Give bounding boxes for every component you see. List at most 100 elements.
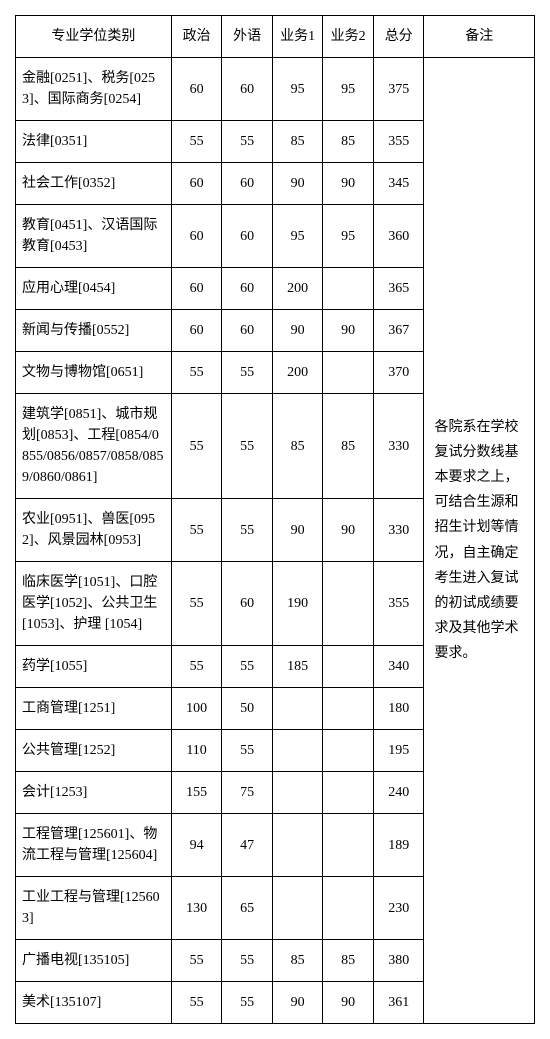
score-cell: 230	[373, 877, 424, 940]
score-cell: 185	[272, 646, 323, 688]
score-cell: 85	[272, 121, 323, 163]
score-cell	[323, 877, 374, 940]
score-cell	[323, 562, 374, 646]
category-cell: 药学[1055]	[16, 646, 172, 688]
score-cell: 94	[171, 814, 222, 877]
score-cell: 375	[373, 58, 424, 121]
score-cell: 55	[171, 562, 222, 646]
score-cell	[323, 814, 374, 877]
header-subject2: 业务2	[323, 16, 374, 58]
score-cell: 60	[222, 205, 273, 268]
score-cell: 195	[373, 730, 424, 772]
score-cell: 47	[222, 814, 273, 877]
category-cell: 金融[0251]、税务[0253]、国际商务[0254]	[16, 58, 172, 121]
score-cell	[272, 814, 323, 877]
score-cell: 90	[272, 163, 323, 205]
score-cell: 361	[373, 982, 424, 1024]
score-cell: 55	[222, 646, 273, 688]
score-cell: 55	[171, 352, 222, 394]
score-cell: 330	[373, 394, 424, 499]
score-cell: 55	[171, 646, 222, 688]
category-cell: 广播电视[135105]	[16, 940, 172, 982]
score-cell: 90	[323, 499, 374, 562]
category-cell: 临床医学[1051]、口腔医学[1052]、公共卫生[1053]、护理 [105…	[16, 562, 172, 646]
score-cell: 60	[222, 562, 273, 646]
score-cell: 55	[171, 121, 222, 163]
score-cell: 65	[222, 877, 273, 940]
category-cell: 工程管理[125601]、物流工程与管理[125604]	[16, 814, 172, 877]
category-cell: 社会工作[0352]	[16, 163, 172, 205]
score-cell: 180	[373, 688, 424, 730]
score-cell: 60	[222, 163, 273, 205]
score-cell	[323, 730, 374, 772]
score-cell: 55	[171, 982, 222, 1024]
score-cell: 55	[222, 730, 273, 772]
score-cell: 200	[272, 268, 323, 310]
score-cell: 55	[222, 940, 273, 982]
score-cell: 95	[323, 58, 374, 121]
header-subject1: 业务1	[272, 16, 323, 58]
category-cell: 文物与博物馆[0651]	[16, 352, 172, 394]
score-cell: 330	[373, 499, 424, 562]
score-cell: 60	[222, 58, 273, 121]
score-cell: 60	[222, 268, 273, 310]
score-cell: 55	[171, 394, 222, 499]
category-cell: 工商管理[1251]	[16, 688, 172, 730]
score-cell: 90	[323, 982, 374, 1024]
table-row: 金融[0251]、税务[0253]、国际商务[0254]60609595375各…	[16, 58, 535, 121]
score-cell: 355	[373, 121, 424, 163]
score-cell: 365	[373, 268, 424, 310]
score-cell: 367	[373, 310, 424, 352]
score-cell: 90	[272, 310, 323, 352]
score-cell: 55	[222, 394, 273, 499]
score-cell: 95	[272, 205, 323, 268]
category-cell: 法律[0351]	[16, 121, 172, 163]
score-cell: 50	[222, 688, 273, 730]
score-cell: 340	[373, 646, 424, 688]
score-cell	[323, 688, 374, 730]
category-cell: 农业[0951]、兽医[0952]、风景园林[0953]	[16, 499, 172, 562]
score-cell	[272, 730, 323, 772]
score-cell: 60	[171, 310, 222, 352]
score-cell: 60	[171, 268, 222, 310]
header-foreign-lang: 外语	[222, 16, 273, 58]
header-remark: 备注	[424, 16, 535, 58]
score-cell: 95	[323, 205, 374, 268]
score-cell: 380	[373, 940, 424, 982]
score-cell: 110	[171, 730, 222, 772]
header-row: 专业学位类别 政治 外语 业务1 业务2 总分 备注	[16, 16, 535, 58]
score-cell: 85	[272, 940, 323, 982]
header-category: 专业学位类别	[16, 16, 172, 58]
score-cell: 130	[171, 877, 222, 940]
category-cell: 工业工程与管理[125603]	[16, 877, 172, 940]
score-cell: 90	[272, 499, 323, 562]
score-cell: 200	[272, 352, 323, 394]
score-cell: 60	[171, 205, 222, 268]
score-cell: 355	[373, 562, 424, 646]
score-cell: 345	[373, 163, 424, 205]
category-cell: 教育[0451]、汉语国际教育[0453]	[16, 205, 172, 268]
remark-cell: 各院系在学校复试分数线基本要求之上，可结合生源和招生计划等情况，自主确定考生进入…	[424, 58, 535, 1024]
score-cell	[323, 268, 374, 310]
score-table: 专业学位类别 政治 外语 业务1 业务2 总分 备注 金融[0251]、税务[0…	[15, 15, 535, 1024]
category-cell: 新闻与传播[0552]	[16, 310, 172, 352]
score-cell: 55	[171, 499, 222, 562]
score-cell: 90	[323, 163, 374, 205]
score-cell: 95	[272, 58, 323, 121]
score-cell: 55	[222, 982, 273, 1024]
score-cell: 90	[323, 310, 374, 352]
score-cell: 370	[373, 352, 424, 394]
score-cell: 85	[323, 940, 374, 982]
score-cell: 55	[222, 352, 273, 394]
header-politics: 政治	[171, 16, 222, 58]
score-cell: 85	[272, 394, 323, 499]
score-cell: 85	[323, 394, 374, 499]
score-cell: 90	[272, 982, 323, 1024]
header-total: 总分	[373, 16, 424, 58]
score-cell	[272, 688, 323, 730]
score-cell: 55	[222, 121, 273, 163]
score-cell: 55	[222, 499, 273, 562]
score-cell: 189	[373, 814, 424, 877]
score-cell: 55	[171, 940, 222, 982]
category-cell: 美术[135107]	[16, 982, 172, 1024]
